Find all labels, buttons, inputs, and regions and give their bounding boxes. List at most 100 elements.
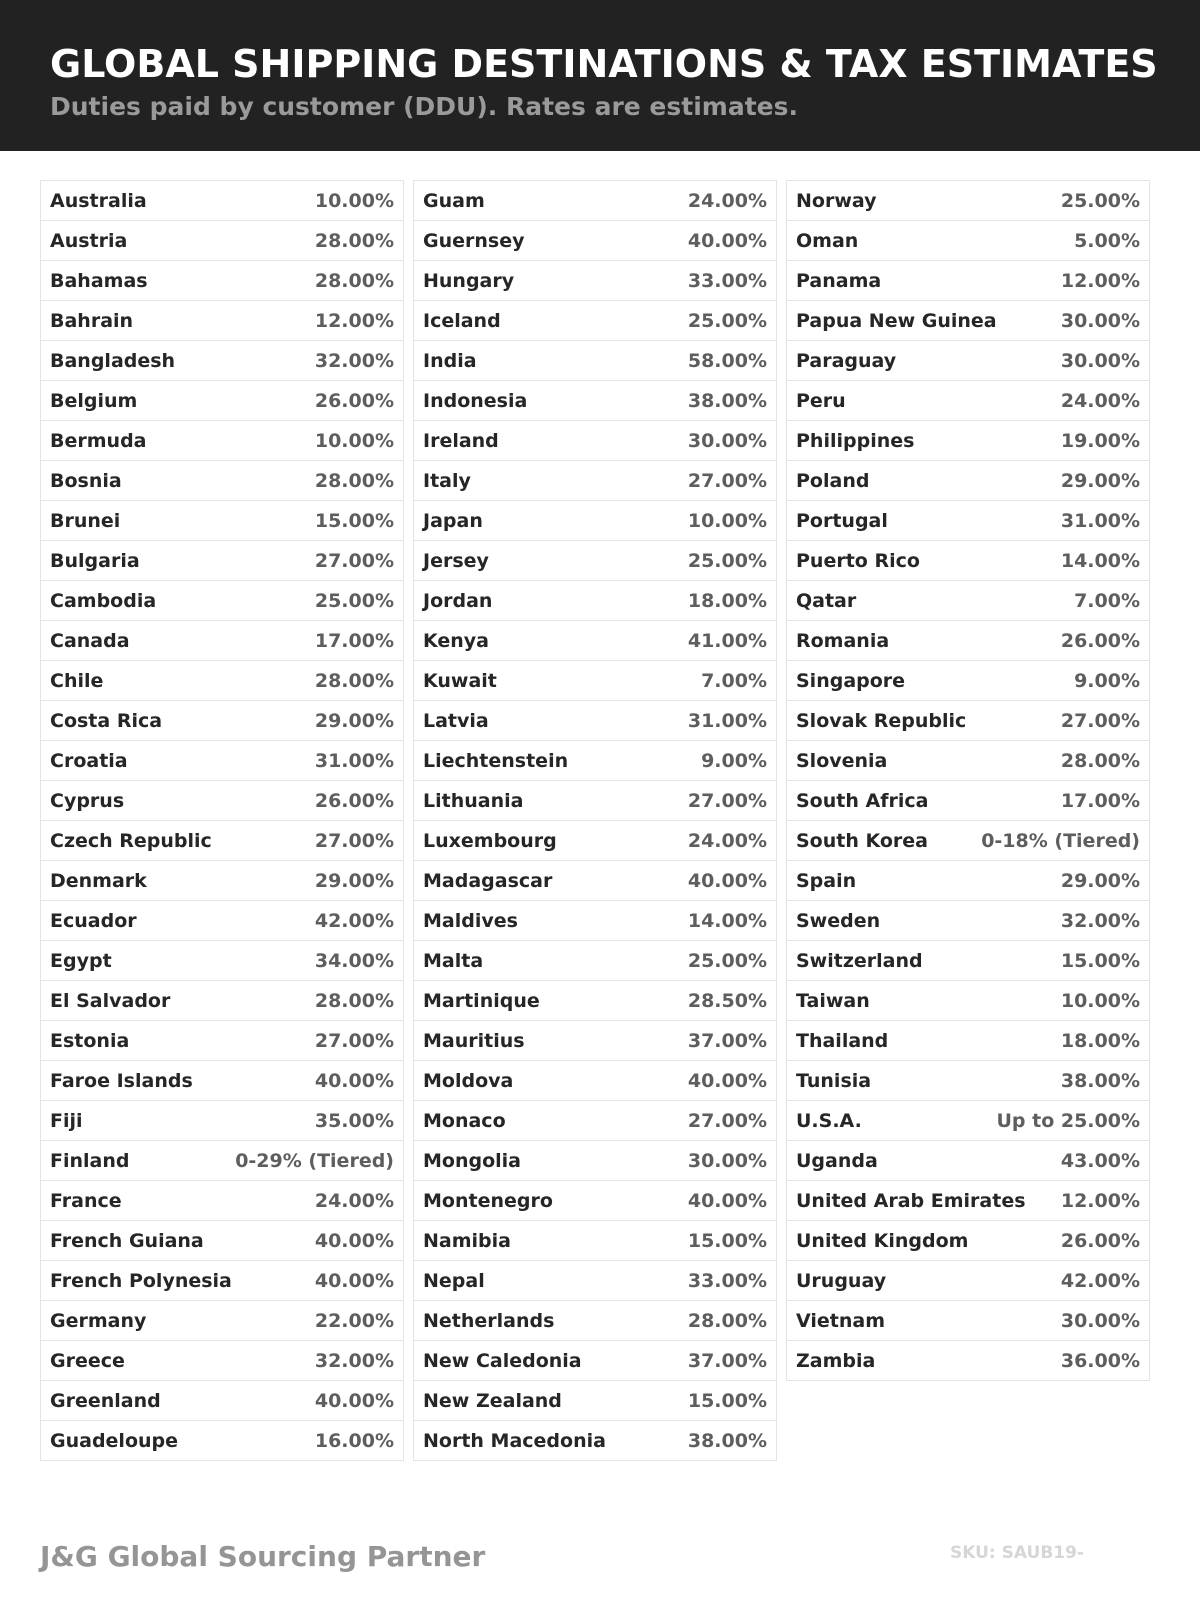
table-row: Maldives 14.00% — [414, 901, 776, 941]
table-row: Estonia 27.00% — [41, 1021, 403, 1061]
table-row: India 58.00% — [414, 341, 776, 381]
tax-rate: Up to 25.00% — [996, 1109, 1140, 1132]
country-name: Namibia — [423, 1229, 511, 1252]
table-row: Germany 22.00% — [41, 1301, 403, 1341]
table-row: Liechtenstein 9.00% — [414, 741, 776, 781]
table-row: Canada 17.00% — [41, 621, 403, 661]
tax-rate: 28.00% — [314, 469, 394, 492]
country-name: Jersey — [423, 549, 489, 572]
country-name: Martinique — [423, 989, 540, 1012]
country-name: Denmark — [50, 869, 147, 892]
tax-rate: 9.00% — [701, 749, 767, 772]
country-name: Zambia — [796, 1349, 876, 1372]
tax-rate: 40.00% — [687, 1189, 767, 1212]
tax-rate: 10.00% — [687, 509, 767, 532]
tax-rate: 25.00% — [687, 549, 767, 572]
tax-rate: 24.00% — [1060, 389, 1140, 412]
table-row: Czech Republic 27.00% — [41, 821, 403, 861]
table-row: Indonesia 38.00% — [414, 381, 776, 421]
table-row: Peru 24.00% — [787, 381, 1149, 421]
country-name: Indonesia — [423, 389, 528, 412]
table-row: United Kingdom 26.00% — [787, 1221, 1149, 1261]
country-name: Uruguay — [796, 1269, 887, 1292]
header-banner: GLOBAL SHIPPING DESTINATIONS & TAX ESTIM… — [0, 0, 1200, 151]
table-row: Iceland 25.00% — [414, 301, 776, 341]
table-row: Bermuda 10.00% — [41, 421, 403, 461]
tax-rate: 25.00% — [1060, 189, 1140, 212]
tax-rate: 10.00% — [314, 189, 394, 212]
country-name: Oman — [796, 229, 859, 252]
country-name: Madagascar — [423, 869, 553, 892]
country-name: Guam — [423, 189, 485, 212]
table-row: Montenegro 40.00% — [414, 1181, 776, 1221]
table-row: Slovenia 28.00% — [787, 741, 1149, 781]
tax-rate: 7.00% — [701, 669, 767, 692]
table-row: Sweden 32.00% — [787, 901, 1149, 941]
country-name: Costa Rica — [50, 709, 163, 732]
country-name: Faroe Islands — [50, 1069, 193, 1092]
table-row: French Polynesia 40.00% — [41, 1261, 403, 1301]
table-row: Mongolia 30.00% — [414, 1141, 776, 1181]
tax-rate: 27.00% — [687, 469, 767, 492]
table-row: Guernsey 40.00% — [414, 221, 776, 261]
tax-rate: 28.00% — [314, 269, 394, 292]
tax-rate: 31.00% — [687, 709, 767, 732]
table-row: Zambia 36.00% — [787, 1341, 1149, 1381]
tax-rate: 29.00% — [314, 869, 394, 892]
table-row: Namibia 15.00% — [414, 1221, 776, 1261]
tax-rate: 27.00% — [687, 789, 767, 812]
country-name: Peru — [796, 389, 846, 412]
country-name: Finland — [50, 1149, 130, 1172]
country-name: Panama — [796, 269, 882, 292]
table-row: Belgium 26.00% — [41, 381, 403, 421]
country-name: Monaco — [423, 1109, 506, 1132]
tax-rate: 34.00% — [314, 949, 394, 972]
country-name: Croatia — [50, 749, 128, 772]
country-name: Chile — [50, 669, 104, 692]
country-name: Vietnam — [796, 1309, 885, 1332]
country-name: Hungary — [423, 269, 515, 292]
tax-rate: 25.00% — [314, 589, 394, 612]
table-row: Latvia 31.00% — [414, 701, 776, 741]
country-name: Iceland — [423, 309, 501, 332]
tax-rate: 18.00% — [687, 589, 767, 612]
country-name: Maldives — [423, 909, 518, 932]
table-row: Guadeloupe 16.00% — [41, 1421, 403, 1461]
country-name: Thailand — [796, 1029, 889, 1052]
tax-rate: 31.00% — [314, 749, 394, 772]
table-row: Nepal 33.00% — [414, 1261, 776, 1301]
tax-rate: 32.00% — [314, 1349, 394, 1372]
tax-rate: 42.00% — [314, 909, 394, 932]
tax-rate: 40.00% — [314, 1389, 394, 1412]
country-name: Bangladesh — [50, 349, 176, 372]
table-row: Norway 25.00% — [787, 181, 1149, 221]
country-name: Luxembourg — [423, 829, 557, 852]
country-name: Japan — [423, 509, 483, 532]
tax-rate: 30.00% — [687, 429, 767, 452]
tax-rate: 38.00% — [1060, 1069, 1140, 1092]
table-row: Bahamas 28.00% — [41, 261, 403, 301]
table-row: Uruguay 42.00% — [787, 1261, 1149, 1301]
tax-rate: 42.00% — [1060, 1269, 1140, 1292]
country-name: Germany — [50, 1309, 147, 1332]
country-name: United Kingdom — [796, 1229, 969, 1252]
table-row: Panama 12.00% — [787, 261, 1149, 301]
country-name: Estonia — [50, 1029, 130, 1052]
table-row: North Macedonia 38.00% — [414, 1421, 776, 1461]
tax-rate: 5.00% — [1074, 229, 1140, 252]
table-row: Finland 0-29% (Tiered) — [41, 1141, 403, 1181]
country-name: Nepal — [423, 1269, 485, 1292]
table-row: Puerto Rico 14.00% — [787, 541, 1149, 581]
tax-rate: 10.00% — [314, 429, 394, 452]
tax-rate: 15.00% — [1060, 949, 1140, 972]
tax-rate: 27.00% — [314, 829, 394, 852]
page-subtitle: Duties paid by customer (DDU). Rates are… — [50, 92, 798, 121]
table-row: Uganda 43.00% — [787, 1141, 1149, 1181]
tax-rate: 37.00% — [687, 1029, 767, 1052]
tax-rate: 30.00% — [1060, 1309, 1140, 1332]
table-row: Thailand 18.00% — [787, 1021, 1149, 1061]
country-name: Romania — [796, 629, 890, 652]
table-row: Fiji 35.00% — [41, 1101, 403, 1141]
country-name: Italy — [423, 469, 471, 492]
table-row: Hungary 33.00% — [414, 261, 776, 301]
